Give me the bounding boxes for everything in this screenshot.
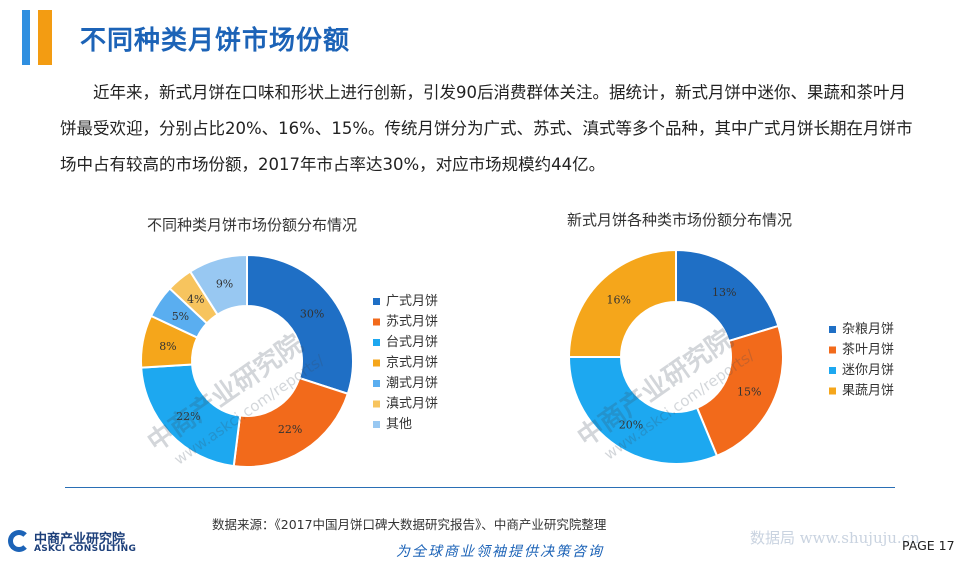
chart1-label-6: 9% bbox=[216, 278, 233, 291]
chart2-label-3: 16% bbox=[606, 294, 630, 307]
page-title: 不同种类月饼市场份额 bbox=[80, 26, 351, 56]
chart1-slice-1 bbox=[232, 376, 350, 468]
legend1-swatch-3 bbox=[373, 359, 380, 367]
chart1-label-0: 30% bbox=[300, 308, 324, 321]
chart1-label-5: 4% bbox=[187, 293, 204, 306]
site-watermark: 数据局 www.shujuju.cn bbox=[750, 529, 920, 547]
header-accent-bar-orange bbox=[38, 10, 52, 65]
legend1-item-2: 台式月饼 bbox=[386, 335, 438, 350]
legend1-swatch-4 bbox=[373, 380, 380, 387]
legend2-item-1: 茶叶月饼 bbox=[842, 342, 894, 358]
chart1-label-3: 8% bbox=[159, 340, 176, 353]
chart1-label-2: 22% bbox=[176, 410, 200, 423]
page-number: PAGE 17 bbox=[902, 538, 955, 553]
chart2-slice-3 bbox=[567, 248, 677, 358]
chart2-label-1: 15% bbox=[737, 386, 761, 399]
legend2-item-0: 杂粮月饼 bbox=[842, 322, 894, 337]
chart1-label-1: 22% bbox=[278, 423, 302, 436]
legend1-swatch-2 bbox=[373, 339, 380, 346]
legend1-swatch-6 bbox=[373, 421, 380, 428]
chart2-label-2: 20% bbox=[619, 418, 643, 431]
legend1-swatch-1 bbox=[373, 318, 380, 326]
data-source: 数据来源：《2017中国月饼口碑大数据研究报告》、中商产业研究院整理 bbox=[212, 517, 607, 532]
legend2-item-2: 迷你月饼 bbox=[842, 363, 894, 378]
legend1-item-1: 苏式月饼 bbox=[386, 314, 438, 330]
chart2-slice-1 bbox=[695, 324, 784, 458]
legend1-item-0: 广式月饼 bbox=[386, 294, 438, 309]
legend2-swatch-1 bbox=[829, 346, 836, 354]
legend2-item-3: 果蔬月饼 bbox=[842, 384, 894, 399]
legend1-swatch-0 bbox=[373, 298, 380, 305]
intro-paragraph: 近年来，新式月饼在口味和形状上进行创新，引发90后消费群体关注。据统计，新式月饼… bbox=[60, 83, 913, 174]
chart1-slice-6 bbox=[188, 253, 248, 316]
chart1-label-4: 5% bbox=[172, 310, 189, 323]
askci-logo-icon bbox=[8, 530, 30, 552]
logo-cn-text: 中商产业研究院 bbox=[34, 532, 126, 547]
chart2-donut: 13% 15% 20% 16% bbox=[567, 248, 784, 465]
logo-en-text: ASKCI CONSULTING bbox=[34, 544, 137, 554]
legend1-item-3: 京式月饼 bbox=[386, 356, 438, 371]
chart1-slice-2 bbox=[140, 363, 242, 468]
footer-slogan: 为全球商业领袖提供决策咨询 bbox=[396, 544, 604, 560]
legend1-item-6: 其他 bbox=[386, 417, 412, 432]
legend1-item-5: 滇式月饼 bbox=[386, 397, 438, 412]
legend1-swatch-5 bbox=[373, 400, 380, 408]
legend1-item-4: 潮式月饼 bbox=[386, 376, 438, 391]
legend2-swatch-3 bbox=[829, 387, 836, 395]
chart1-title: 不同种类月饼市场份额分布情况 bbox=[147, 216, 358, 234]
askci-logo: 中商产业研究院 ASKCI CONSULTING bbox=[8, 528, 143, 558]
chart2-label-0: 13% bbox=[712, 286, 736, 299]
legend2-swatch-2 bbox=[829, 367, 836, 374]
chart2-title: 新式月饼各种类市场份额分布情况 bbox=[567, 211, 793, 229]
chart1-donut: 30% 22% 22% 8% 5% 4% 9% bbox=[140, 253, 354, 468]
chart2-slice-2 bbox=[567, 356, 719, 465]
chart1-slice-0 bbox=[246, 253, 354, 396]
footer-divider bbox=[65, 487, 895, 488]
header-accent-bar-blue bbox=[22, 10, 30, 65]
legend2-swatch-0 bbox=[829, 326, 836, 333]
